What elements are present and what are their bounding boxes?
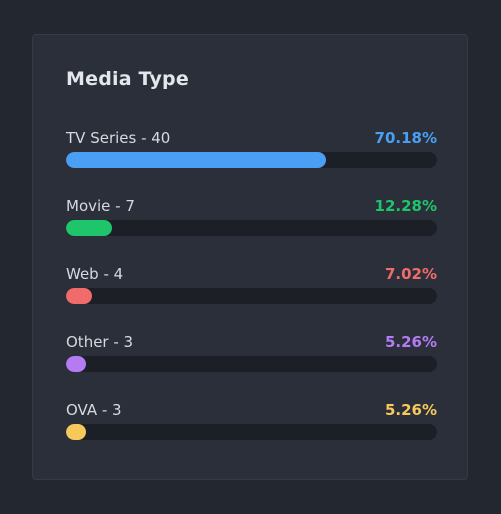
- progress-fill: [66, 356, 86, 372]
- progress-fill: [66, 424, 86, 440]
- progress-track: [66, 356, 437, 372]
- progress-track: [66, 152, 437, 168]
- stat-label: Web - 4: [66, 265, 124, 283]
- stat-label: Other - 3: [66, 333, 134, 351]
- stat-row-ova: OVA - 3 5.26%: [66, 401, 437, 451]
- card-title: Media Type: [66, 68, 189, 90]
- stat-row-other: Other - 3 5.26%: [66, 333, 437, 383]
- stat-percent: 5.26%: [384, 401, 437, 419]
- progress-track: [66, 288, 437, 304]
- stat-percent: 5.26%: [384, 333, 437, 351]
- progress-track: [66, 220, 437, 236]
- stat-label: TV Series - 40: [66, 129, 171, 147]
- stat-percent: 12.28%: [374, 197, 437, 215]
- progress-fill: [66, 288, 93, 304]
- stat-label: Movie - 7: [66, 197, 135, 215]
- stat-row-movie: Movie - 7 12.28%: [66, 197, 437, 247]
- progress-fill: [66, 220, 112, 236]
- progress-track: [66, 424, 437, 440]
- stat-percent: 70.18%: [374, 129, 437, 147]
- media-type-card: Media Type TV Series - 40 70.18% Movie -…: [32, 34, 468, 480]
- stat-label: OVA - 3: [66, 401, 122, 419]
- progress-fill: [66, 152, 327, 168]
- stat-row-web: Web - 4 7.02%: [66, 265, 437, 315]
- stat-percent: 7.02%: [384, 265, 437, 283]
- stat-row-tv-series: TV Series - 40 70.18%: [66, 129, 437, 179]
